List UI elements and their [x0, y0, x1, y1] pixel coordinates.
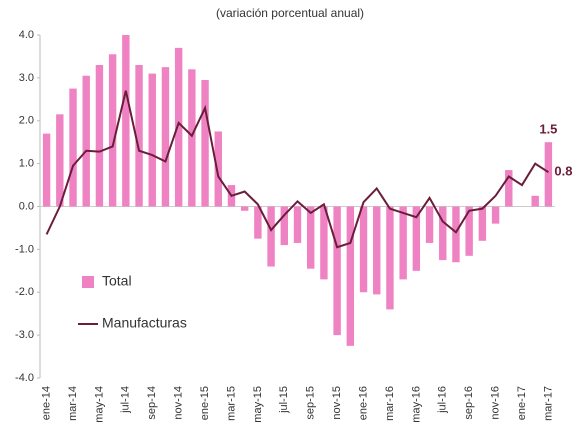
y-tick-label: 4.0 [19, 29, 34, 41]
x-tick-label: nov-14 [173, 386, 185, 420]
bar [307, 206, 315, 269]
bar [148, 73, 156, 207]
y-tick-label: -4.0 [15, 372, 34, 384]
x-tick-label: nov-16 [489, 386, 501, 420]
x-tick-label: mar-16 [384, 386, 396, 421]
bar [135, 65, 143, 207]
bar [42, 133, 51, 207]
bar [333, 206, 341, 336]
y-tick-label: -2.0 [15, 286, 34, 298]
bar [320, 206, 328, 280]
bar [56, 114, 64, 207]
bar [425, 206, 434, 243]
bar [161, 67, 170, 207]
bar [82, 75, 90, 207]
x-tick-label: sep-14 [146, 386, 158, 420]
line [45, 90, 549, 249]
bar [280, 206, 288, 246]
x-tick-label: mar-15 [225, 386, 237, 421]
bar [267, 206, 275, 267]
x-tick-label: may-15 [252, 386, 264, 423]
x-tick-label: may-14 [93, 386, 105, 423]
bar [69, 88, 77, 207]
bar [478, 206, 487, 241]
x-tick-label: mar-17 [542, 386, 554, 421]
y-tick-label: -3.0 [15, 329, 34, 341]
bar [122, 35, 130, 207]
bar [373, 206, 381, 295]
y-tick-label: 3.0 [19, 72, 34, 84]
bar [452, 206, 460, 263]
x-tick-label: jul-16 [437, 386, 449, 414]
x-tick-label: mar-14 [67, 386, 79, 421]
bar [174, 47, 183, 207]
bar [346, 206, 355, 346]
bar [439, 206, 447, 261]
data-label: 0.8 [554, 164, 572, 179]
bar [254, 206, 262, 239]
x-tick-label: sep-15 [305, 386, 317, 420]
chart-title: (variación porcentual anual) [216, 6, 364, 20]
x-tick-label: may-16 [410, 386, 422, 423]
bar [531, 195, 539, 207]
y-tick-label: 1.0 [19, 158, 34, 170]
bar [399, 206, 407, 280]
y-tick-label: 2.0 [19, 115, 34, 127]
bar [359, 206, 368, 293]
bar [108, 54, 117, 207]
bar [544, 142, 553, 207]
x-tick-label: ene-16 [357, 386, 369, 420]
x-tick-label: ene-14 [41, 386, 53, 420]
legend-label: Total [102, 273, 132, 289]
bar [412, 206, 421, 271]
bar [240, 206, 249, 211]
x-tick-label: sep-16 [463, 386, 475, 420]
bar [293, 206, 302, 243]
x-tick-label: ene-15 [199, 386, 211, 420]
y-tick-label: 0.0 [19, 200, 34, 212]
legend-label: Manufacturas [102, 315, 187, 331]
bar [95, 65, 104, 207]
bar [188, 69, 196, 207]
x-tick-label: ene-17 [516, 386, 528, 420]
legend-swatch [82, 276, 94, 288]
y-tick-label: -1.0 [15, 243, 34, 255]
bar [214, 131, 222, 207]
bar [201, 80, 209, 207]
x-tick-label: nov-15 [331, 386, 343, 420]
bar [505, 170, 513, 207]
x-tick-label: jul-15 [278, 386, 290, 414]
data-label: 1.5 [539, 122, 557, 137]
bar [386, 206, 394, 310]
bar [491, 206, 500, 224]
x-tick-label: jul-14 [120, 386, 132, 414]
bar [465, 206, 473, 256]
